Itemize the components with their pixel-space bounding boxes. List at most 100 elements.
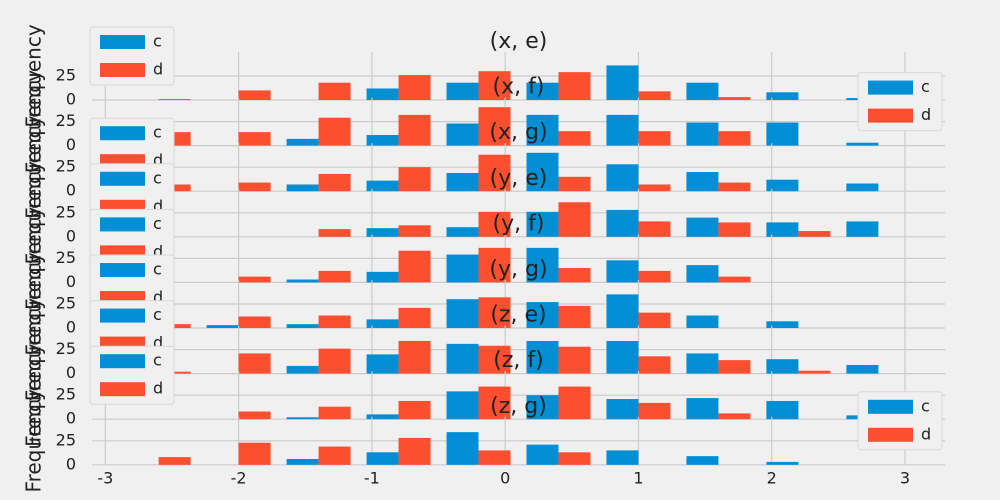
y-tick-label: 25 [56,111,76,130]
bar [286,184,319,192]
bar [366,88,399,100]
legend-label: d [153,151,163,170]
bar [638,312,671,328]
bar [238,132,271,146]
bar [766,359,799,374]
legend-swatch [868,399,913,414]
bar [798,231,831,237]
bar [318,173,351,192]
bar [558,268,591,283]
y-axis-label: Frequency [22,389,46,492]
bar [286,459,319,465]
bar [638,131,671,146]
legend-swatch [100,63,145,77]
bar [478,345,511,374]
legend-label: d [153,242,163,261]
legend-label: d [153,288,163,307]
bar [606,65,639,100]
bar [526,340,559,374]
bar [686,122,719,146]
bar [366,319,399,328]
bar [286,279,319,283]
subplot: 0 25 -3 -2 -1 0 1 2 3 (z, g) Frequency cd [22,389,945,492]
y-tick-label: 0 [66,272,76,291]
bar [478,211,511,237]
bar [606,399,639,420]
legend-swatch [100,382,145,397]
bar [526,395,559,420]
bar [398,167,431,192]
bar [446,123,479,146]
subplot-title: (z, g) [490,394,547,419]
bar [638,270,671,283]
bar [446,254,479,283]
bar [286,138,319,146]
bar [846,364,879,374]
subplot: 025(x, g)Frequency cd [22,115,945,219]
legend-swatch [100,171,145,186]
bar [446,227,479,237]
subplot-title: (z, e) [490,303,546,328]
bar [398,307,431,328]
y-tick-label: 25 [56,248,76,267]
legend-label: d [153,333,163,352]
bar [526,82,559,100]
bar [526,247,559,283]
legend-label: c [153,123,162,142]
bar [526,302,559,328]
bar [318,315,351,328]
bar [558,176,591,192]
bar [686,217,719,237]
legend-swatch [868,427,913,442]
bar [766,321,799,328]
bar [798,370,831,374]
x-tick-label: -2 [231,468,247,487]
bar [638,356,671,374]
bar [638,91,671,100]
y-axis-label: Frequency [22,343,46,446]
bar [158,99,191,100]
bar [318,348,351,374]
bar [558,386,591,420]
subplot-title: (y, g) [489,257,547,282]
x-tick-label: -1 [364,468,380,487]
y-tick-label: 25 [56,294,76,313]
bar [766,400,799,420]
bar [718,222,751,237]
legend-label: c [153,305,162,324]
y-axis-label: Frequency [22,161,46,264]
bar [366,354,399,374]
y-axis-label: Frequency [22,252,46,355]
y-tick-label: 0 [66,181,76,200]
bar [238,411,271,420]
subplot-title: (y, f) [493,211,545,236]
bar [606,340,639,374]
bar [318,446,351,465]
bar [686,172,719,192]
bar [318,270,351,283]
y-tick-label: 0 [66,409,76,428]
bar [478,386,511,420]
bar [526,114,559,146]
bar [398,400,431,420]
bar [158,371,191,374]
bar [206,325,239,328]
bar [686,315,719,328]
bar [366,271,399,283]
legend: cd [89,163,175,223]
subplot: 025(z, f)Frequency cd [22,343,945,447]
legend-label: d [153,379,163,398]
bar [686,82,719,100]
bar [318,229,351,237]
legend-label: d [921,105,931,124]
y-axis-label: Frequency [22,207,46,310]
bar [478,71,511,100]
bar [398,437,431,465]
y-tick-label: 25 [56,202,76,221]
bar [398,114,431,146]
bar [686,398,719,420]
legend-label: d [153,60,163,79]
y-tick-label: 0 [66,318,76,337]
bar [766,461,799,465]
